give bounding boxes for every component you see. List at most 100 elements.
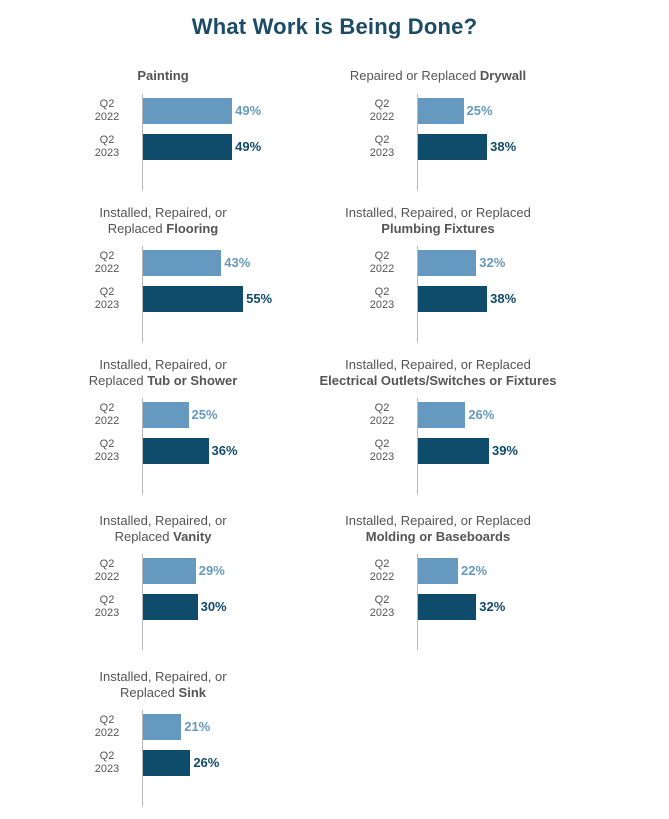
row-label-year: 2023: [94, 451, 120, 463]
chart-title-line: Replaced Tub or Shower: [33, 373, 293, 389]
chart-panel: Painting Q2 2022 49% Q2 2023 49%: [0, 68, 330, 218]
row-label: Q2 2022: [77, 250, 137, 276]
value-label: 38%: [490, 291, 517, 306]
value-label: 49%: [235, 103, 262, 118]
row-label-year: 2022: [94, 571, 120, 583]
axis-line: [142, 710, 143, 806]
title-text: Replaced: [107, 221, 167, 236]
chart-panel: Installed, Repaired, or Replaced Tub or S…: [0, 357, 330, 507]
row-label-year: 2022: [94, 263, 120, 275]
value-label: 30%: [200, 599, 227, 614]
title-text: Installed, Repaired, or Replaced: [345, 205, 531, 220]
row-label: Q2 2022: [77, 402, 137, 428]
row-label-quarter: Q2: [374, 250, 390, 262]
title-text: Repaired or Replaced: [349, 68, 480, 83]
row-label-quarter: Q2: [374, 98, 390, 110]
row-label-year: 2023: [94, 607, 120, 619]
chart-title-line: Installed, Repaired, or Replaced: [278, 513, 598, 529]
chart-title-line: Molding or Baseboards: [278, 529, 598, 545]
row-label-quarter: Q2: [99, 558, 115, 570]
chart-title-line: Painting: [33, 68, 293, 84]
chart-panel: Installed, Repaired, or Replaced Flooring…: [0, 205, 330, 355]
value-label: 32%: [479, 599, 506, 614]
chart-title-line: Replaced Sink: [33, 685, 293, 701]
chart-title-line: Replaced Vanity: [33, 529, 293, 545]
chart-panel: Installed, Repaired, or Replaced Electric…: [275, 357, 605, 507]
value-label: 25%: [466, 103, 493, 118]
chart-title: Installed, Repaired, or Replaced Electric…: [278, 357, 598, 389]
row-label-quarter: Q2: [99, 750, 115, 762]
value-label: 32%: [479, 255, 506, 270]
row-label-year: 2022: [94, 727, 120, 739]
chart-panel: Repaired or Replaced Drywall Q2 2022 25% Q2 2…: [275, 68, 605, 218]
chart-title-line: Installed, Repaired, or: [33, 357, 293, 373]
row-label-quarter: Q2: [99, 98, 115, 110]
chart-title-line: Electrical Outlets/Switches or Fixtures: [278, 373, 598, 389]
row-label-year: 2022: [369, 263, 395, 275]
value-label: 21%: [184, 719, 211, 734]
row-label-year: 2023: [369, 451, 395, 463]
chart-title: Repaired or Replaced Drywall: [278, 68, 598, 84]
row-label: Q2 2023: [352, 594, 412, 620]
value-label: 55%: [246, 291, 273, 306]
chart-panel: Installed, Repaired, or Replaced Molding …: [275, 513, 605, 663]
row-label-year: 2022: [94, 111, 120, 123]
row-label: Q2 2022: [77, 558, 137, 584]
chart-panel: Installed, Repaired, or Replaced Plumbing…: [275, 205, 605, 355]
title-text: Replaced: [119, 685, 179, 700]
row-label-quarter: Q2: [374, 402, 390, 414]
chart-title: Installed, Repaired, or Replaced Tub or S…: [33, 357, 293, 389]
chart-title-line: Installed, Repaired, or Replaced: [278, 357, 598, 373]
row-label-quarter: Q2: [374, 594, 390, 606]
axis-line: [417, 246, 418, 342]
title-bold-text: Molding or Baseboards: [365, 529, 511, 544]
row-label: Q2 2022: [77, 98, 137, 124]
bar-q2-2023: [143, 286, 244, 312]
axis-line: [142, 554, 143, 650]
page-title: What Work is Being Done?: [191, 14, 478, 39]
chart-title-line: Installed, Repaired, or: [33, 669, 293, 685]
bar-q2-2023: [418, 134, 488, 160]
chart-title: Installed, Repaired, or Replaced Plumbing…: [278, 205, 598, 237]
title-bold-text: Electrical Outlets/Switches or Fixtures: [319, 373, 557, 388]
row-label: Q2 2023: [352, 134, 412, 160]
chart-title-line: Plumbing Fixtures: [278, 221, 598, 237]
row-label-quarter: Q2: [99, 714, 115, 726]
row-label-year: 2022: [369, 415, 395, 427]
title-text: Replaced: [88, 373, 148, 388]
value-label: 49%: [235, 139, 262, 154]
row-label-quarter: Q2: [374, 134, 390, 146]
row-label-year: 2023: [94, 147, 120, 159]
bar-q2-2022: [418, 558, 459, 584]
title-text: Installed, Repaired, or: [99, 669, 227, 684]
chart-title-line: Installed, Repaired, or: [33, 205, 293, 221]
title-bold-text: Drywall: [479, 68, 527, 83]
value-label: 25%: [191, 407, 218, 422]
row-label-year: 2022: [369, 111, 395, 123]
row-label-year: 2023: [94, 763, 120, 775]
value-label: 38%: [490, 139, 517, 154]
chart-title: Installed, Repaired, or Replaced Flooring: [33, 205, 293, 237]
row-label-quarter: Q2: [374, 438, 390, 450]
chart-title-line: Repaired or Replaced Drywall: [278, 68, 598, 84]
row-label: Q2 2023: [352, 438, 412, 464]
value-label: 26%: [468, 407, 495, 422]
bar-q2-2023: [418, 438, 489, 464]
axis-line: [417, 398, 418, 494]
row-label: Q2 2022: [352, 402, 412, 428]
axis-line: [417, 554, 418, 650]
bar-q2-2022: [143, 98, 233, 124]
chart-title: Installed, Repaired, or Replaced Vanity: [33, 513, 293, 545]
chart-panel: Installed, Repaired, or Replaced Vanity Q2…: [0, 513, 330, 663]
bar-q2-2022: [143, 250, 222, 276]
chart-title-line: Installed, Repaired, or Replaced: [278, 205, 598, 221]
value-label: 22%: [461, 563, 488, 578]
axis-line: [142, 94, 143, 190]
bar-q2-2022: [143, 402, 189, 428]
bar-q2-2023: [418, 594, 477, 620]
bar-q2-2022: [418, 98, 464, 124]
row-label-year: 2022: [94, 415, 120, 427]
bar-q2-2022: [143, 714, 182, 740]
row-label-quarter: Q2: [374, 286, 390, 298]
chart-panel: Installed, Repaired, or Replaced Sink Q2 20…: [0, 669, 330, 819]
